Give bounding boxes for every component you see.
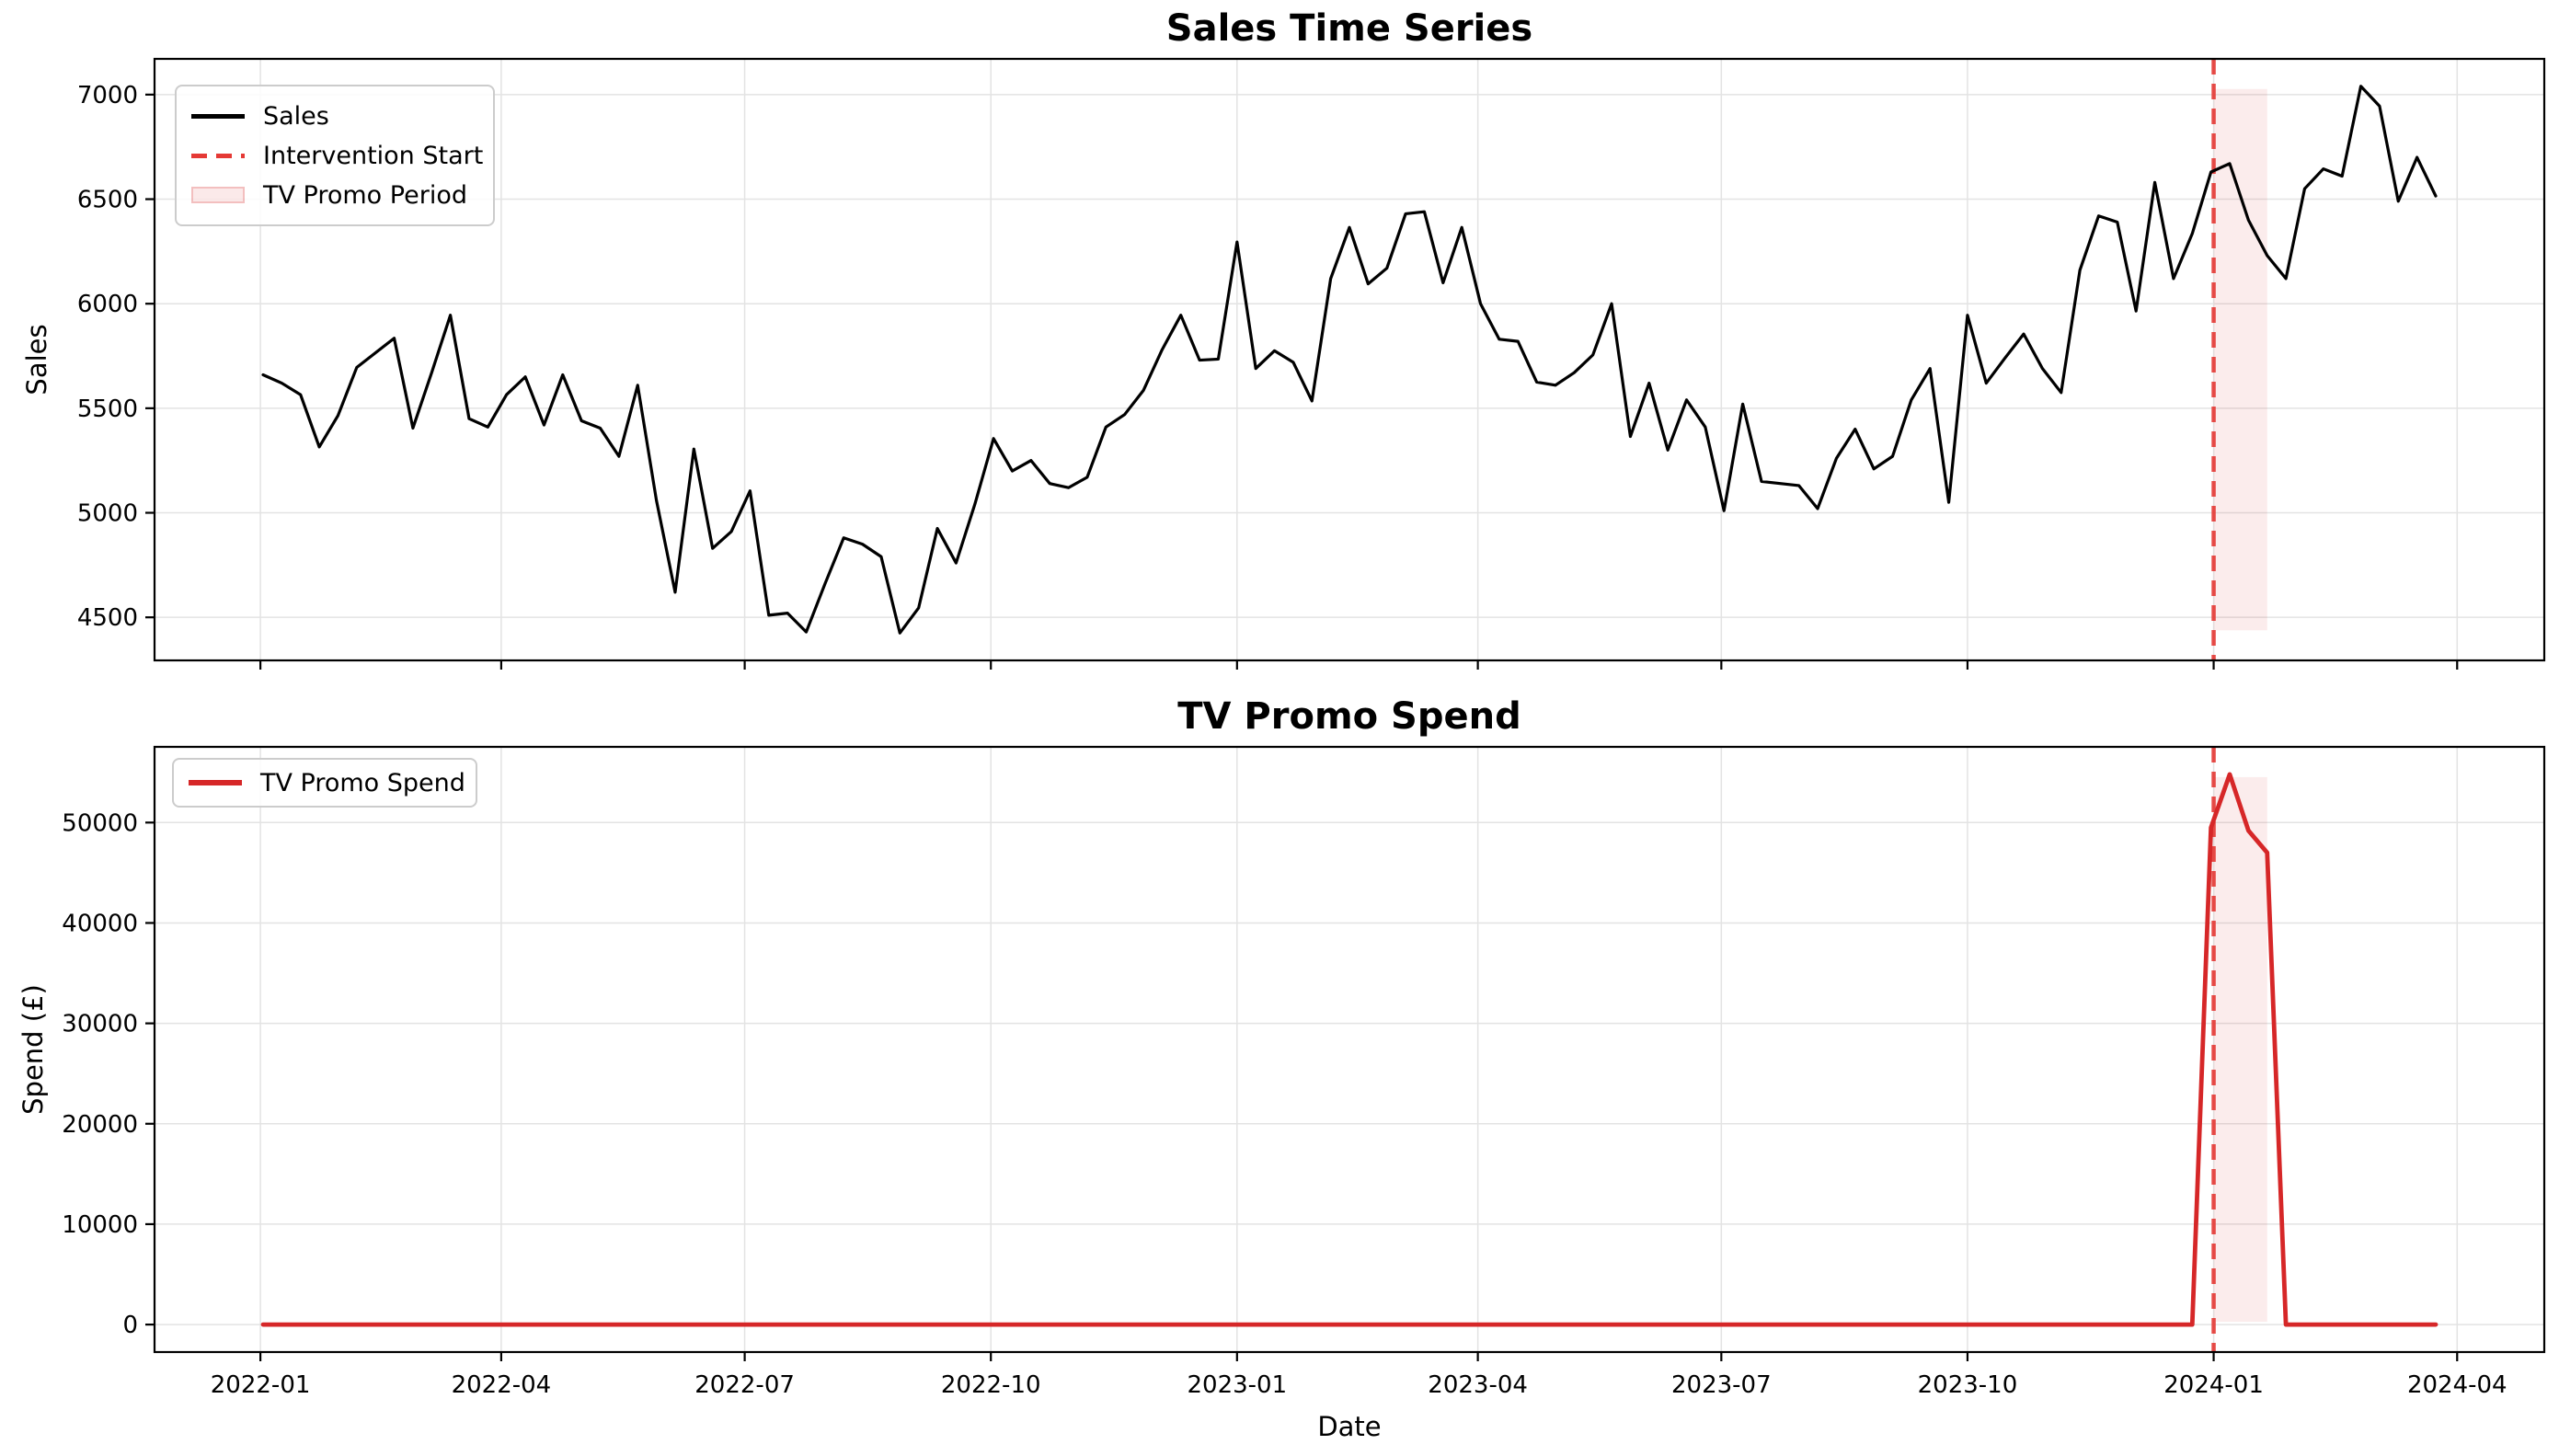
- legend-entry-spend: TV Promo Spend: [189, 769, 465, 797]
- sales-chart-title: Sales Time Series: [1165, 7, 1533, 50]
- y-tick-label: 0: [122, 1312, 138, 1339]
- sales-y-axis-label: Sales: [21, 324, 52, 396]
- promo-band: [2213, 776, 2267, 1323]
- legend-entry-promo-period: TV Promo Period: [191, 181, 478, 210]
- y-tick-label: 30000: [62, 1011, 138, 1038]
- spend-line: [260, 772, 2439, 1327]
- y-tick-label: 4500: [77, 604, 138, 632]
- legend-label: TV Promo Period: [263, 180, 467, 210]
- x-tick-label: 2022-01: [211, 1371, 311, 1399]
- legend-label: Sales: [263, 101, 329, 131]
- plot-border: [153, 57, 2546, 662]
- legend-label: TV Promo Spend: [260, 768, 465, 797]
- legend-label: Intervention Start: [263, 141, 484, 170]
- x-tick-label: 2023-01: [1188, 1371, 1288, 1399]
- promo-band: [2213, 88, 2267, 631]
- x-tick-label: 2022-10: [941, 1371, 1041, 1399]
- y-tick-label: 6500: [77, 187, 138, 214]
- y-tick-label: 10000: [62, 1211, 138, 1239]
- y-tick-label: 40000: [62, 910, 138, 937]
- plot-border: [153, 745, 2546, 1354]
- x-tick-label: 2024-04: [2407, 1371, 2507, 1399]
- x-tick-label: 2022-04: [452, 1371, 552, 1399]
- x-tick-label: 2023-10: [1918, 1371, 2018, 1399]
- x-tick-label: 2023-04: [1428, 1371, 1528, 1399]
- sales-line: [261, 85, 2438, 635]
- legend-entry-sales: Sales: [191, 102, 478, 131]
- spend-line-swatch-icon: [189, 780, 242, 785]
- x-tick-label: 2024-01: [2163, 1371, 2264, 1399]
- y-tick-label: 7000: [77, 82, 138, 109]
- x-tick-label: 2022-07: [694, 1371, 795, 1399]
- sales-legend: Sales Intervention Start TV Promo Period: [175, 85, 495, 226]
- y-tick-label: 50000: [62, 809, 138, 837]
- promo-band-swatch-icon: [191, 187, 245, 203]
- spend-legend: TV Promo Spend: [172, 758, 477, 808]
- y-tick-label: 20000: [62, 1111, 138, 1139]
- spend-chart-title: TV Promo Spend: [1177, 695, 1521, 738]
- y-tick-label: 5000: [77, 500, 138, 528]
- y-tick-label: 6000: [77, 291, 138, 318]
- legend-entry-intervention: Intervention Start: [191, 142, 483, 170]
- spend-y-axis-label: Spend (£): [17, 984, 49, 1115]
- intervention-dash-swatch-icon: [191, 153, 245, 158]
- x-tick-label: 2023-07: [1671, 1371, 1772, 1399]
- x-axis-label: Date: [1317, 1411, 1382, 1442]
- sales-line-swatch-icon: [191, 113, 245, 119]
- y-tick-label: 5500: [77, 396, 138, 423]
